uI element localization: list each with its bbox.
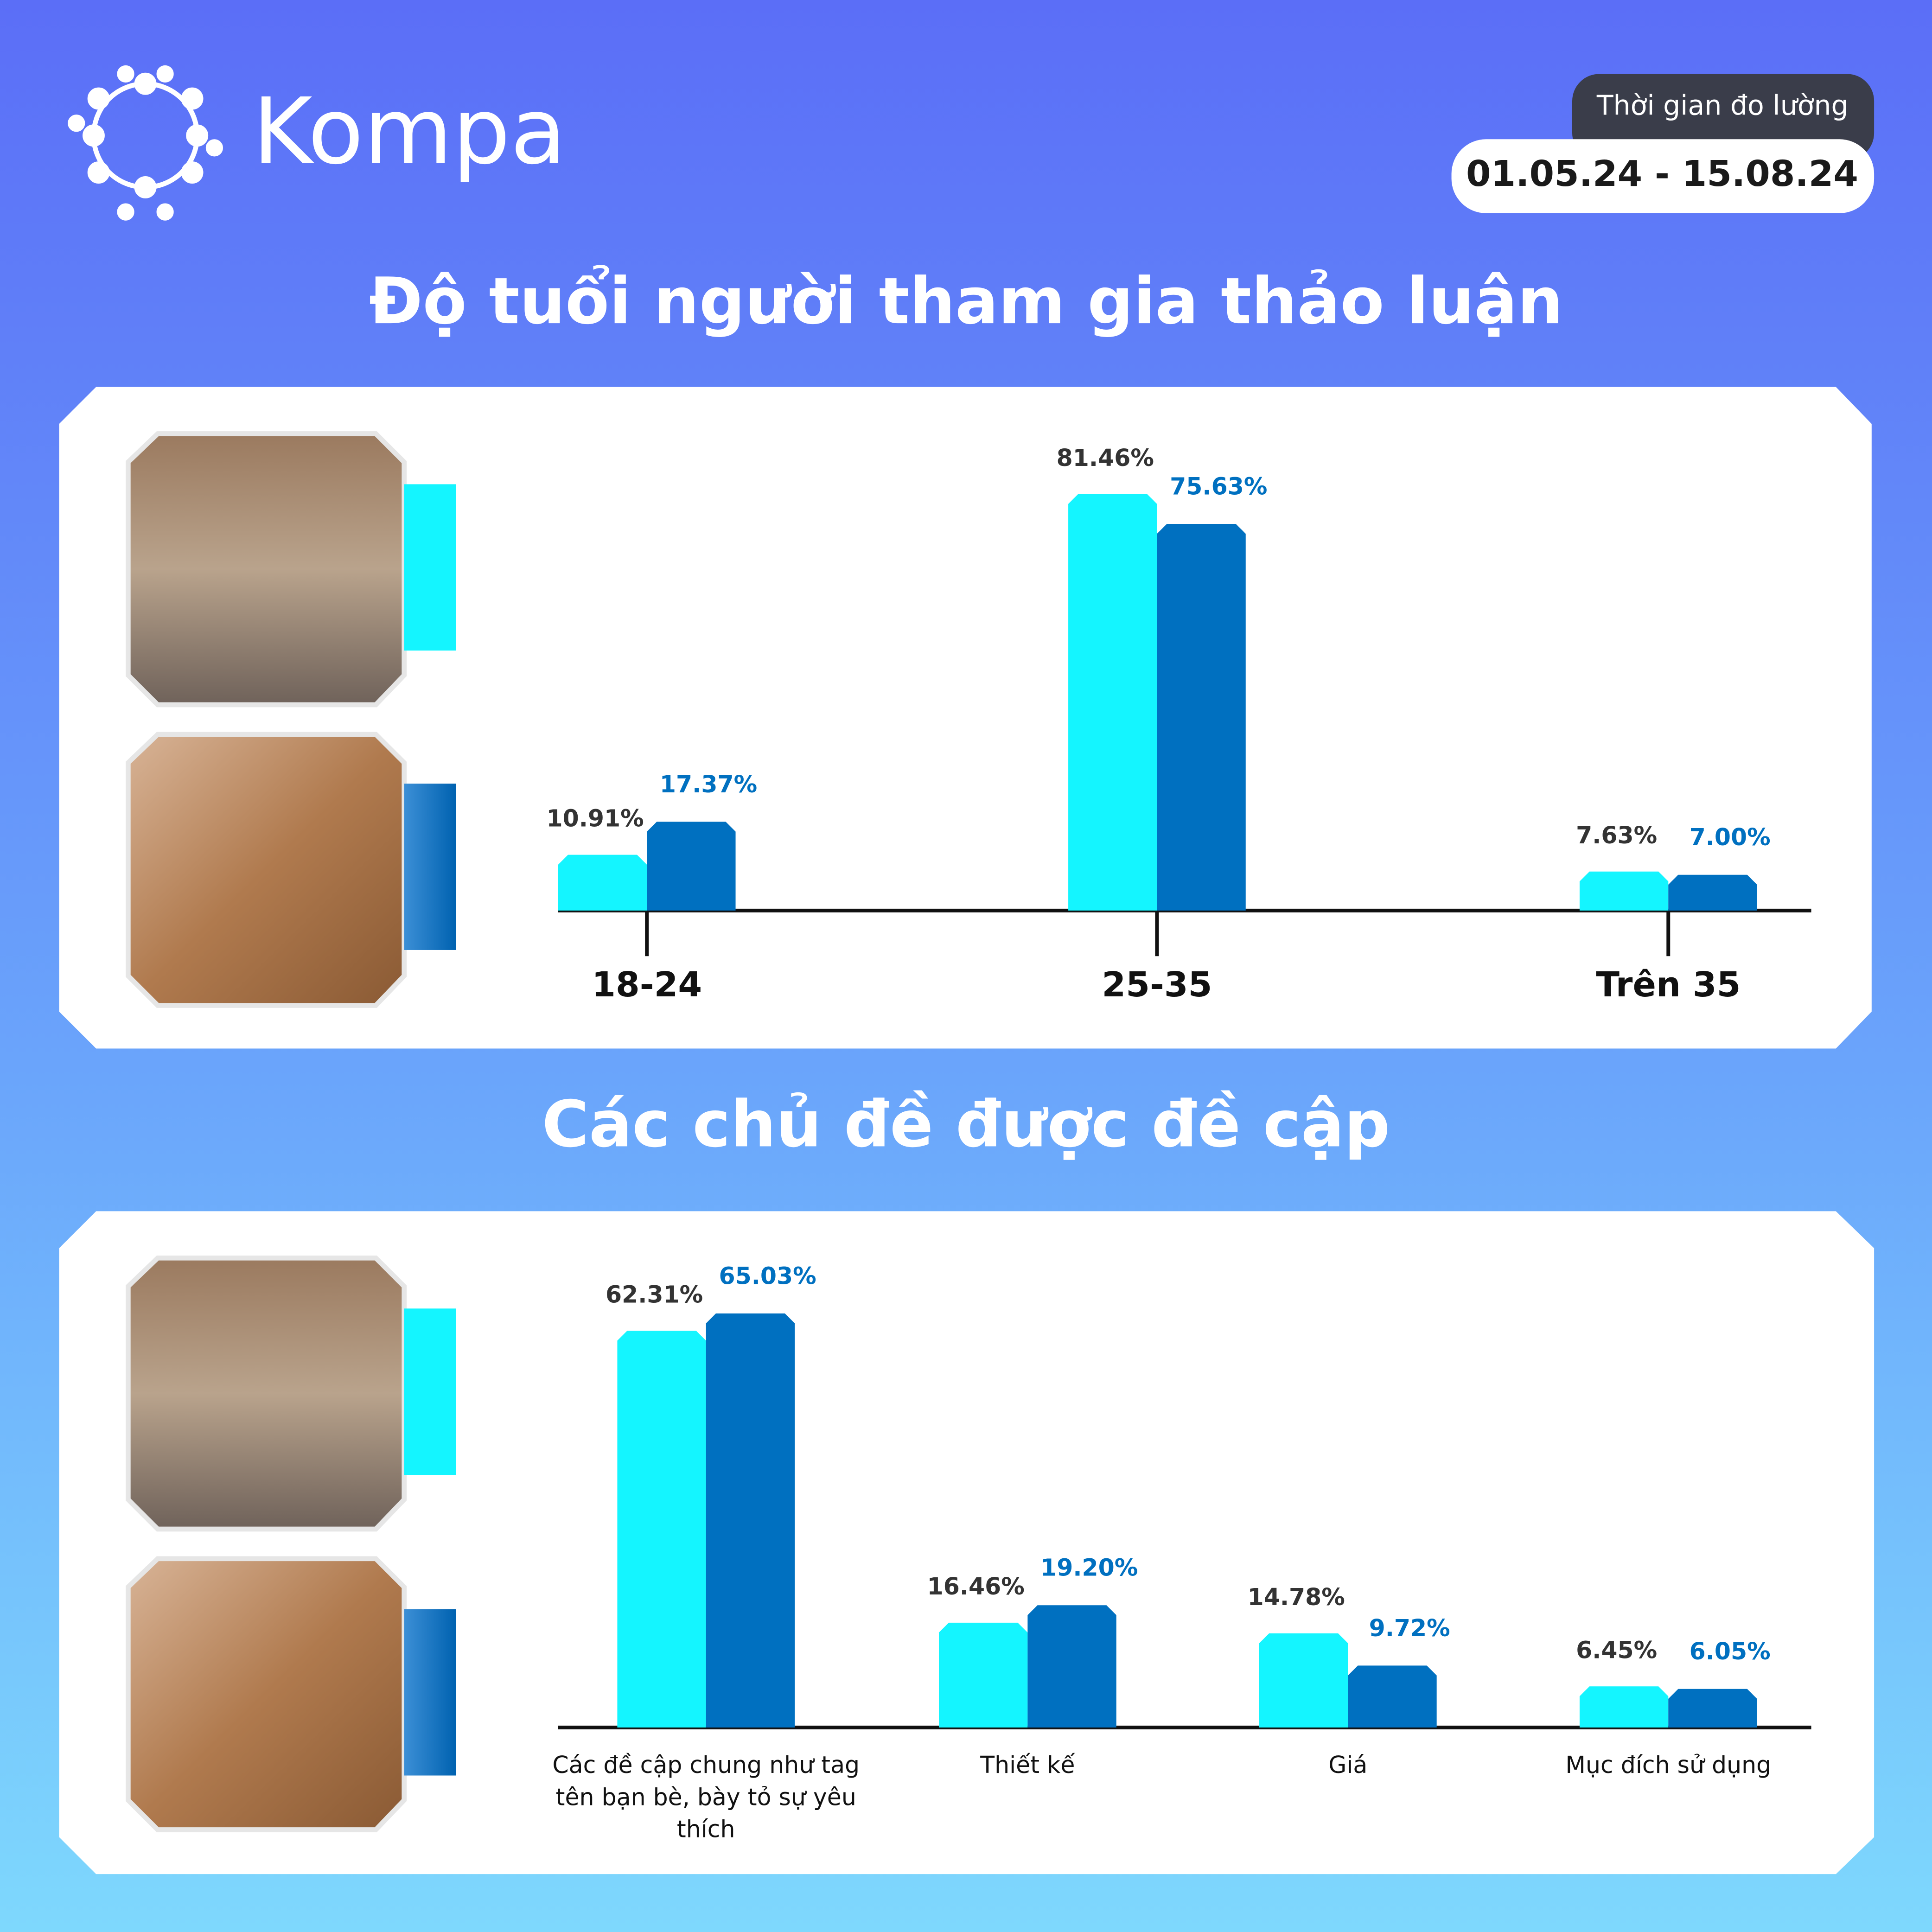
legend-image <box>126 732 407 1008</box>
bar <box>1259 1633 1348 1728</box>
value-label: 62.31% <box>606 1281 703 1308</box>
period: 01.05.24 - 15.08.24 <box>1466 153 1858 195</box>
bar <box>1348 1665 1437 1728</box>
x-tick-label: Giá <box>1328 1752 1368 1779</box>
x-tick-label: 25-35 <box>1102 964 1212 1005</box>
value-label: 75.63% <box>1170 472 1267 500</box>
bar <box>939 1622 1028 1728</box>
bar <box>1027 1605 1116 1728</box>
x-tick-label-box: Giá <box>1328 1752 1368 1779</box>
legend <box>126 431 456 1832</box>
value-label: 17.37% <box>660 771 757 798</box>
bar <box>558 854 647 911</box>
value-label: 9.72% <box>1369 1614 1450 1642</box>
bar <box>617 1331 706 1728</box>
legend-image <box>126 1256 407 1532</box>
card <box>59 387 1872 1049</box>
bar <box>1579 1686 1669 1728</box>
period-box <box>1451 139 1875 213</box>
x-tick-label: Các đề cập chung như tag tên bạn bè, bày… <box>552 1752 860 1843</box>
bar <box>1668 1689 1757 1728</box>
x-tick-label: Thiết kế <box>980 1752 1075 1779</box>
chart-title: Độ tuổi người tham gia thảo luận <box>369 264 1563 338</box>
x-tick-label: 18-24 <box>592 964 702 1005</box>
legend-image <box>126 431 407 708</box>
value-label: 16.46% <box>927 1573 1025 1600</box>
value-label: 6.45% <box>1576 1636 1657 1664</box>
bar <box>1068 494 1157 911</box>
bar <box>1157 523 1246 911</box>
logo <box>68 65 223 221</box>
bar <box>647 822 736 911</box>
value-label: 19.20% <box>1040 1554 1138 1581</box>
bar <box>1579 871 1669 911</box>
x-tick-label-box: Các đề cập chung như tag tên bạn bè, bày… <box>552 1752 860 1843</box>
chart-title: Các chủ đề được đề cập <box>542 1087 1390 1161</box>
x-tick-label: Mục đích sử dụng <box>1565 1752 1772 1779</box>
period-label: Thời gian đo lường <box>1596 89 1849 121</box>
value-label: 10.91% <box>546 805 644 832</box>
legend-swatch <box>404 784 456 950</box>
value-label: 65.03% <box>719 1262 816 1289</box>
legend-swatch <box>404 1308 456 1475</box>
period-label-box <box>1572 74 1875 160</box>
value-label: 7.00% <box>1690 823 1771 851</box>
value-label: 81.46% <box>1057 444 1154 472</box>
x-tick-label-box: Mục đích sử dụng <box>1565 1752 1772 1779</box>
brand: Kompa <box>253 78 566 185</box>
legend-image <box>126 1556 407 1832</box>
value-label: 7.63% <box>1576 822 1657 849</box>
legend-swatch <box>404 1609 456 1776</box>
legend-swatch <box>404 484 456 651</box>
value-label: 6.05% <box>1690 1638 1771 1665</box>
x-tick-label-box: Thiết kế <box>980 1752 1075 1779</box>
value-label: 14.78% <box>1248 1583 1345 1611</box>
bar <box>706 1313 795 1728</box>
x-tick-label: Trên 35 <box>1596 964 1741 1005</box>
bar <box>1668 874 1757 911</box>
